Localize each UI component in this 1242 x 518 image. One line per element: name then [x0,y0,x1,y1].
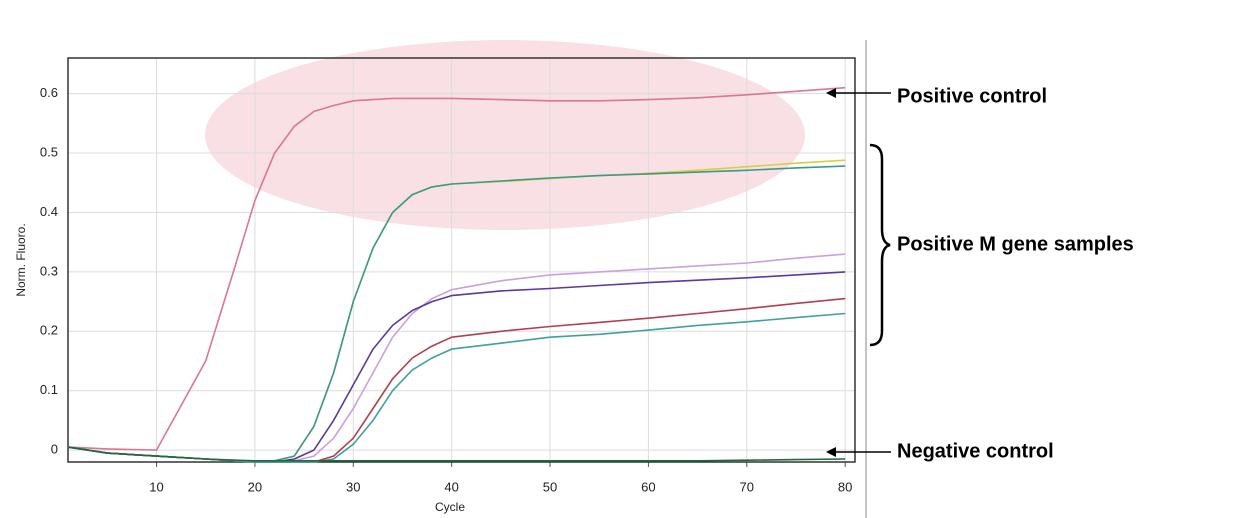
series-line [67,86,846,451]
watermark [205,40,805,230]
plot-frame [67,57,856,463]
x-tick-label: 10 [149,479,163,494]
y-tick-label: 0.6 [40,85,58,100]
x-tick-label: 80 [838,479,852,494]
annotation: Positive control [897,85,1047,107]
x-tick-label: 40 [444,479,458,494]
brace [869,143,891,347]
y-tick-label: 0.4 [40,204,58,219]
x-tick-label: 50 [543,479,557,494]
y-tick-label: 0 [51,442,58,457]
x-tick-label: 20 [248,479,262,494]
x-tick-label: 60 [641,479,655,494]
annotation: Positive M gene samples [897,233,1134,255]
x-tick-label: 30 [346,479,360,494]
annotation: Negative control [897,440,1054,462]
y-axis-label: Norm. Fluoro. [14,223,28,296]
y-tick-label: 0.1 [40,382,58,397]
arrow-head [826,447,836,457]
y-tick-label: 0.5 [40,144,58,159]
x-axis-label: Cycle [435,500,465,514]
series-line [67,446,846,462]
x-tick-label: 70 [740,479,754,494]
y-tick-label: 0.2 [40,323,58,338]
y-tick-label: 0.3 [40,263,58,278]
arrow-head [826,88,836,98]
